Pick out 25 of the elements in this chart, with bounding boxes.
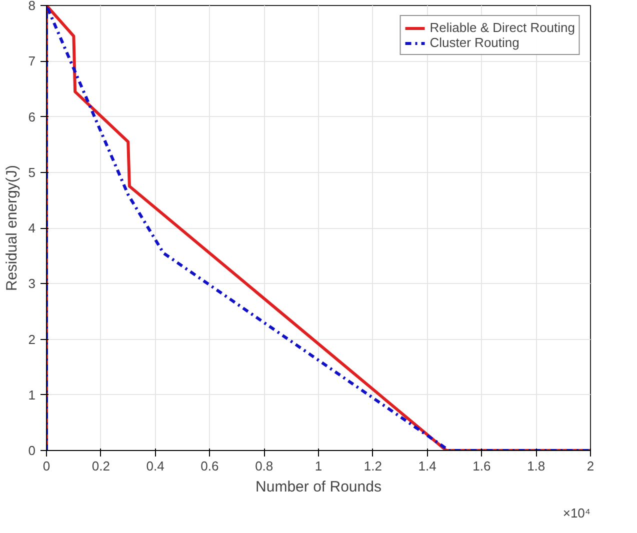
legend-label: Cluster Routing — [430, 35, 520, 50]
legend-label: Reliable & Direct Routing — [430, 20, 575, 35]
y-tick-label: 2 — [28, 332, 36, 347]
x-tick-label: 1.6 — [472, 458, 491, 474]
text: ×10⁴ — [562, 506, 591, 520]
x-tick-label: 0 — [42, 458, 50, 474]
x-tick-label: 2 — [586, 458, 594, 474]
y-tick-label: 0 — [28, 443, 36, 458]
y-tick-label: 5 — [28, 164, 36, 180]
x-tick-label: 1 — [314, 458, 322, 474]
x-tick-label: 1.2 — [364, 458, 382, 474]
x-tick-label: 0.4 — [146, 458, 164, 474]
x-tick-label: 0.2 — [92, 458, 110, 474]
y-tick-label: 6 — [28, 109, 36, 124]
x-tick-label: 1.8 — [527, 458, 546, 474]
y-tick-label: 8 — [28, 0, 36, 13]
y-axis-title: Residual energy(J) — [3, 165, 20, 291]
x-tick-label: 0.6 — [200, 458, 219, 474]
y-tick-label: 3 — [28, 276, 36, 292]
y-tick-label: 4 — [28, 220, 36, 236]
x-tick-label: 0.8 — [255, 458, 274, 474]
y-tick-label: 7 — [28, 54, 36, 69]
x-axis-title: Number of Rounds — [256, 478, 382, 496]
y-tick-label: 1 — [28, 387, 36, 402]
x-tick-label: 1.4 — [418, 458, 436, 474]
